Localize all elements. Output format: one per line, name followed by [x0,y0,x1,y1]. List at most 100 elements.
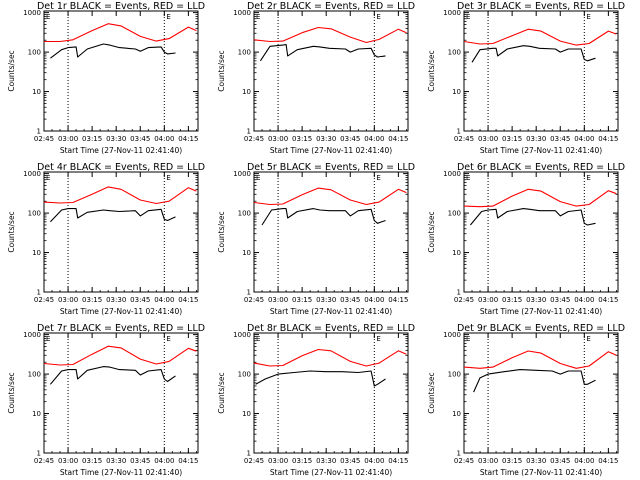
series-events-curve [50,43,176,59]
x-tick-label: 02:45 [244,296,264,304]
y-tick-label: 1 [37,289,41,297]
x-axis-label: Start Time (27-Nov-11 02:41:40) [480,307,602,316]
y-tick-label: 1000 [233,9,251,17]
panel-title: Det 9r BLACK = Events, RED = LLD [457,323,625,334]
series-events-curve [49,366,176,385]
plot-frame [43,332,199,454]
e-marker: E [376,174,380,182]
y-tick-label: 100 [238,371,251,379]
x-tick-label: 03:00 [478,457,498,465]
x-tick-label: 03:15 [502,296,522,304]
plot-frame [253,10,409,132]
y-tick-label: 1 [457,128,461,136]
x-axis-label: Start Time (27-Nov-11 02:41:40) [270,307,392,316]
y-tick-label: 10 [452,410,461,418]
y-tick-label: 10 [32,88,41,96]
x-tick-label: 02:45 [244,457,264,465]
x-tick-label: 03:15 [82,296,102,304]
y-tick-label: 100 [448,49,461,57]
y-axis-label: Counts/sec [427,50,436,91]
y-axis-label: Counts/sec [217,372,226,413]
panel-det-8: Det 8r BLACK = Events, RED = LLD Start Ti… [217,323,415,477]
x-tick-label: 04:00 [364,296,384,304]
series-lld-curve [463,188,617,208]
panel-det-4: Det 4r BLACK = Events, RED = LLD Start Ti… [7,162,205,316]
series-events-curve [255,370,386,387]
y-axis-label: Counts/sec [217,50,226,91]
y-axis-label: Counts/sec [7,211,16,252]
y-axis-label: Counts/sec [7,50,16,91]
y-axis-label: Counts/sec [7,372,16,413]
y-tick-label: 100 [238,210,251,218]
plot-frame [43,10,199,132]
y-tick-label: 100 [238,49,251,57]
x-tick-label: 04:00 [574,457,594,465]
panel-det-2: Det 2r BLACK = Events, RED = LLD Start Ti… [217,1,415,155]
y-tick-label: 100 [448,371,461,379]
y-tick-label: 10 [242,410,251,418]
panel-title: Det 3r BLACK = Events, RED = LLD [457,1,625,12]
y-tick-label: 100 [28,371,41,379]
plot-frame [253,171,409,293]
x-tick-label: 02:45 [34,457,54,465]
series-lld-curve [463,28,617,46]
x-tick-label: 03:30 [526,457,546,465]
x-axis-label: Start Time (27-Nov-11 02:41:40) [480,468,602,477]
series-lld-curve [43,345,197,366]
x-tick-label: 02:45 [454,457,474,465]
x-tick-label: 03:45 [130,135,150,143]
x-tick-label: 04:00 [574,135,594,143]
x-tick-label: 03:30 [316,457,336,465]
e-marker: E [166,335,170,343]
x-tick-label: 04:00 [154,457,174,465]
panel-det-3: Det 3r BLACK = Events, RED = LLD Start Ti… [427,1,625,155]
plot-frame [253,332,409,454]
x-tick-label: 02:45 [244,135,264,143]
y-axis-label: Counts/sec [217,211,226,252]
x-tick-label: 02:45 [454,135,474,143]
y-tick-label: 10 [242,249,251,257]
x-tick-label: 04:00 [154,296,174,304]
e-marker: E [466,13,470,21]
e-marker: E [466,335,470,343]
x-tick-label: 03:00 [478,296,498,304]
x-tick-label: 03:00 [268,457,288,465]
x-tick-label: 02:45 [34,135,54,143]
x-tick-label: 04:00 [364,135,384,143]
e-marker: E [46,335,50,343]
y-tick-label: 10 [32,249,41,257]
panel-title: Det 4r BLACK = Events, RED = LLD [37,162,205,173]
x-tick-label: 02:45 [454,296,474,304]
e-marker: E [166,13,170,21]
y-tick-label: 10 [32,410,41,418]
x-tick-label: 03:15 [292,296,312,304]
y-tick-label: 1000 [233,170,251,178]
plot-frame [463,171,619,293]
x-tick-label: 03:00 [58,135,78,143]
y-tick-label: 1000 [23,170,41,178]
x-tick-label: 03:45 [550,296,570,304]
x-tick-label: 02:45 [34,296,54,304]
e-marker: E [586,174,590,182]
x-tick-label: 03:30 [106,457,126,465]
e-marker: E [46,174,50,182]
panel-title: Det 6r BLACK = Events, RED = LLD [457,162,625,173]
series-events-curve [473,369,596,393]
x-tick-label: 04:15 [388,135,408,143]
x-axis-label: Start Time (27-Nov-11 02:41:40) [60,307,182,316]
x-tick-label: 04:00 [154,135,174,143]
e-marker: E [256,335,260,343]
x-tick-label: 04:00 [364,457,384,465]
y-tick-label: 1 [457,450,461,458]
e-marker: E [376,13,380,21]
y-tick-label: 1000 [23,331,41,339]
x-axis-label: Start Time (27-Nov-11 02:41:40) [60,468,182,477]
x-tick-label: 03:15 [292,457,312,465]
y-tick-label: 1000 [233,331,251,339]
x-axis-label: Start Time (27-Nov-11 02:41:40) [60,146,182,155]
x-tick-label: 03:15 [82,135,102,143]
y-tick-label: 1 [457,289,461,297]
e-marker: E [166,174,170,182]
e-marker: E [256,13,260,21]
x-tick-label: 03:00 [268,135,288,143]
